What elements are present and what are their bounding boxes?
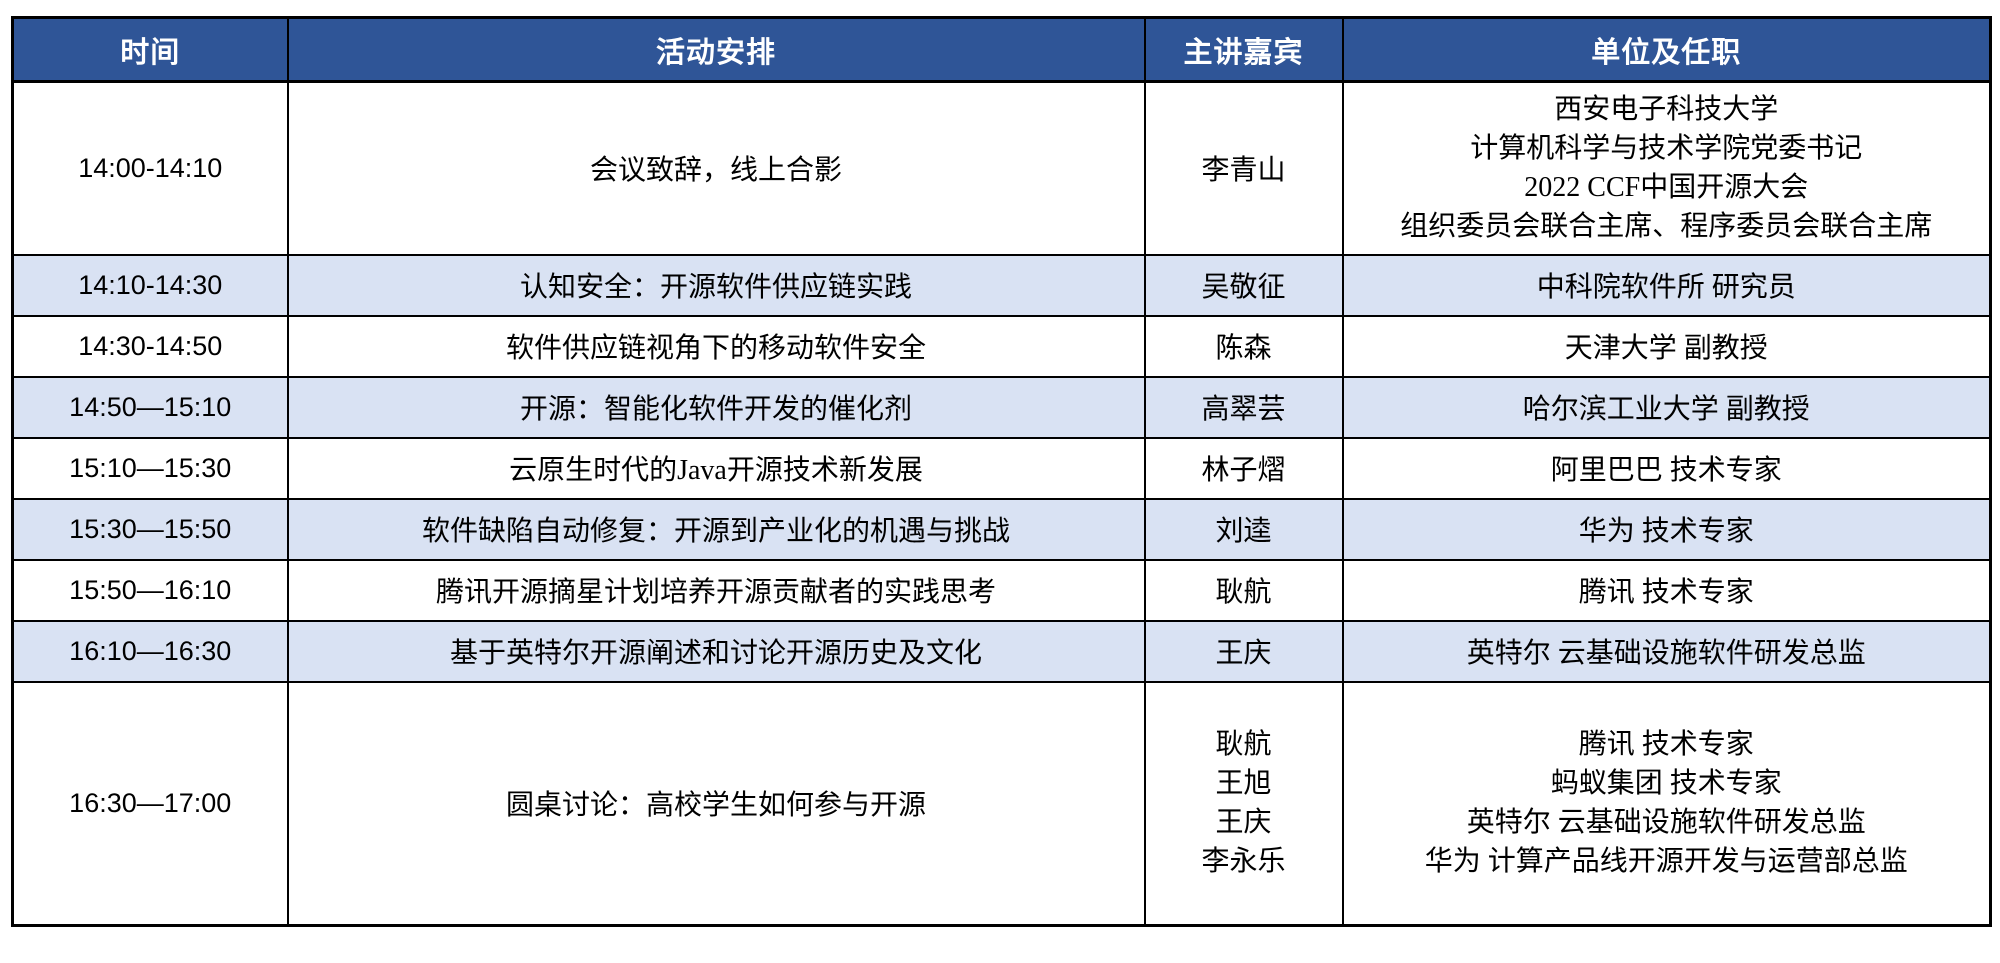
- org-line: 2022 CCF中国开源大会: [1524, 172, 1809, 204]
- org-line: 蚂蚁集团 技术专家: [1550, 768, 1782, 800]
- time-cell: 16:30—17:00: [11, 680, 289, 927]
- org-cell: 西安电子科技大学 计算机科学与技术学院党委书记 2022 CCF中国开源大会 组…: [1341, 80, 1992, 256]
- speaker-cell: 李青山: [1143, 80, 1344, 256]
- org-line: 西安电子科技大学: [1554, 94, 1779, 126]
- col-header-activity: 活动安排: [286, 16, 1146, 83]
- activity-cell: 圆桌讨论：高校学生如何参与开源: [286, 680, 1146, 927]
- activity-cell: 开源：智能化软件开发的催化剂: [286, 375, 1146, 439]
- table-row: 15:50—16:10 腾讯开源摘星计划培养开源贡献者的实践思考 耿航 腾讯 技…: [11, 558, 1992, 622]
- activity-cell: 基于英特尔开源阐述和讨论开源历史及文化: [286, 619, 1146, 683]
- table-row: 15:10—15:30 云原生时代的Java开源技术新发展 林子熠 阿里巴巴 技…: [11, 436, 1992, 500]
- org-cell: 阿里巴巴 技术专家: [1341, 436, 1992, 500]
- activity-cell: 腾讯开源摘星计划培养开源贡献者的实践思考: [286, 558, 1146, 622]
- speaker-cell: 王庆: [1143, 619, 1344, 683]
- activity-cell: 会议致辞，线上合影: [286, 80, 1146, 256]
- table-row: 14:30-14:50 软件供应链视角下的移动软件安全 陈森 天津大学 副教授: [11, 314, 1992, 378]
- table-row: 14:50—15:10 开源：智能化软件开发的催化剂 高翠芸 哈尔滨工业大学 副…: [11, 375, 1992, 439]
- speaker-cell: 耿航 王旭 王庆 李永乐: [1143, 680, 1344, 927]
- org-cell: 腾讯 技术专家: [1341, 558, 1992, 622]
- time-cell: 14:30-14:50: [11, 314, 289, 378]
- col-header-time: 时间: [11, 16, 289, 83]
- org-line: 英特尔 云基础设施软件研发总监: [1466, 807, 1866, 839]
- speaker-line: 耿航: [1215, 729, 1272, 761]
- speaker-cell: 林子熠: [1143, 436, 1344, 500]
- org-line: 华为 计算产品线开源开发与运营部总监: [1424, 846, 1908, 878]
- time-cell: 14:10-14:30: [11, 253, 289, 317]
- time-cell: 14:50—15:10: [11, 375, 289, 439]
- org-line: 组织委员会联合主席、程序委员会联合主席: [1400, 211, 1933, 243]
- activity-cell: 软件供应链视角下的移动软件安全: [286, 314, 1146, 378]
- time-cell: 15:50—16:10: [11, 558, 289, 622]
- org-cell: 中科院软件所 研究员: [1341, 253, 1992, 317]
- org-line: 腾讯 技术专家: [1578, 729, 1754, 761]
- table-row: 16:30—17:00 圆桌讨论：高校学生如何参与开源 耿航 王旭 王庆 李永乐…: [11, 680, 1992, 927]
- time-cell: 15:30—15:50: [11, 497, 289, 561]
- conference-schedule-table: 时间 活动安排 主讲嘉宾 单位及任职 14:00-14:10 会议致辞，线上合影…: [11, 16, 1992, 927]
- table-row: 15:30—15:50 软件缺陷自动修复：开源到产业化的机遇与挑战 刘逵 华为 …: [11, 497, 1992, 561]
- org-cell: 哈尔滨工业大学 副教授: [1341, 375, 1992, 439]
- speaker-cell: 高翠芸: [1143, 375, 1344, 439]
- activity-cell: 认知安全：开源软件供应链实践: [286, 253, 1146, 317]
- org-cell: 华为 技术专家: [1341, 497, 1992, 561]
- table-row: 14:10-14:30 认知安全：开源软件供应链实践 吴敬征 中科院软件所 研究…: [11, 253, 1992, 317]
- time-cell: 15:10—15:30: [11, 436, 289, 500]
- org-line: 计算机科学与技术学院党委书记: [1470, 133, 1863, 165]
- speaker-cell: 耿航: [1143, 558, 1344, 622]
- activity-cell: 云原生时代的Java开源技术新发展: [286, 436, 1146, 500]
- speaker-cell: 吴敬征: [1143, 253, 1344, 317]
- org-cell: 英特尔 云基础设施软件研发总监: [1341, 619, 1992, 683]
- speaker-cell: 陈森: [1143, 314, 1344, 378]
- org-cell: 天津大学 副教授: [1341, 314, 1992, 378]
- speaker-line: 王庆: [1215, 807, 1272, 839]
- speaker-line: 王旭: [1215, 768, 1272, 800]
- activity-cell: 软件缺陷自动修复：开源到产业化的机遇与挑战: [286, 497, 1146, 561]
- speaker-cell: 刘逵: [1143, 497, 1344, 561]
- col-header-org: 单位及任职: [1341, 16, 1992, 83]
- time-cell: 16:10—16:30: [11, 619, 289, 683]
- table-row: 16:10—16:30 基于英特尔开源阐述和讨论开源历史及文化 王庆 英特尔 云…: [11, 619, 1992, 683]
- time-cell: 14:00-14:10: [11, 80, 289, 256]
- table-row: 14:00-14:10 会议致辞，线上合影 李青山 西安电子科技大学 计算机科学…: [11, 80, 1992, 256]
- table-header-row: 时间 活动安排 主讲嘉宾 单位及任职: [11, 16, 1992, 83]
- col-header-speaker: 主讲嘉宾: [1143, 16, 1344, 83]
- speaker-line: 李永乐: [1201, 846, 1286, 878]
- org-cell: 腾讯 技术专家 蚂蚁集团 技术专家 英特尔 云基础设施软件研发总监 华为 计算产…: [1341, 680, 1992, 927]
